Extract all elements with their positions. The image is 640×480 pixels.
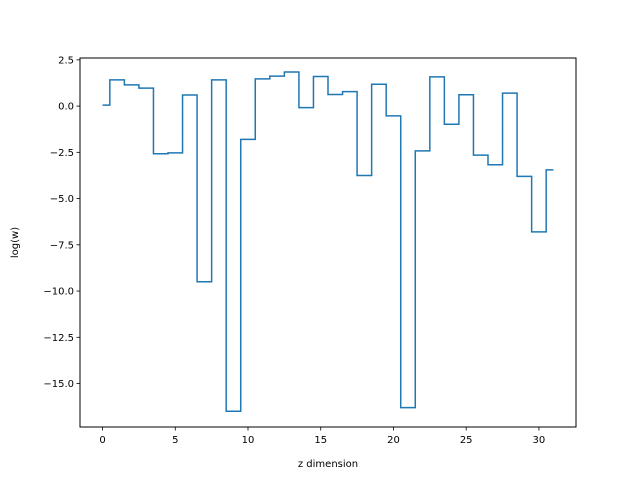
x-axis-label: z dimension: [298, 459, 358, 470]
y-tick-label: −10.0: [43, 287, 74, 298]
y-tick-label: 0.0: [58, 102, 74, 113]
y-tick-label: 2.5: [58, 55, 74, 66]
series-line: [102, 71, 554, 413]
y-tick-label: −2.5: [50, 148, 74, 159]
y-tick-label: −5.0: [50, 194, 74, 205]
y-tick-label: −12.5: [43, 333, 74, 344]
plot-area: [102, 71, 554, 413]
x-tick-label: 25: [460, 435, 473, 446]
x-tick-label: 15: [314, 435, 327, 446]
x-axis-ticks: 0 5 10 15 20 25 30: [99, 427, 545, 446]
y-tick-label: −7.5: [50, 240, 74, 251]
y-tick-label: −15.0: [43, 379, 74, 390]
x-tick-label: 0: [99, 435, 105, 446]
x-tick-label: 5: [172, 435, 178, 446]
axes-frame: [79, 57, 577, 428]
x-tick-label: 30: [533, 435, 546, 446]
x-tick-label: 10: [242, 435, 255, 446]
y-axis-ticks: 2.5 0.0 −2.5 −5.0 −7.5 −10.0 −12.5 −15.0: [43, 55, 80, 390]
x-tick-label: 20: [387, 435, 400, 446]
y-axis-label: log(w): [10, 227, 21, 258]
